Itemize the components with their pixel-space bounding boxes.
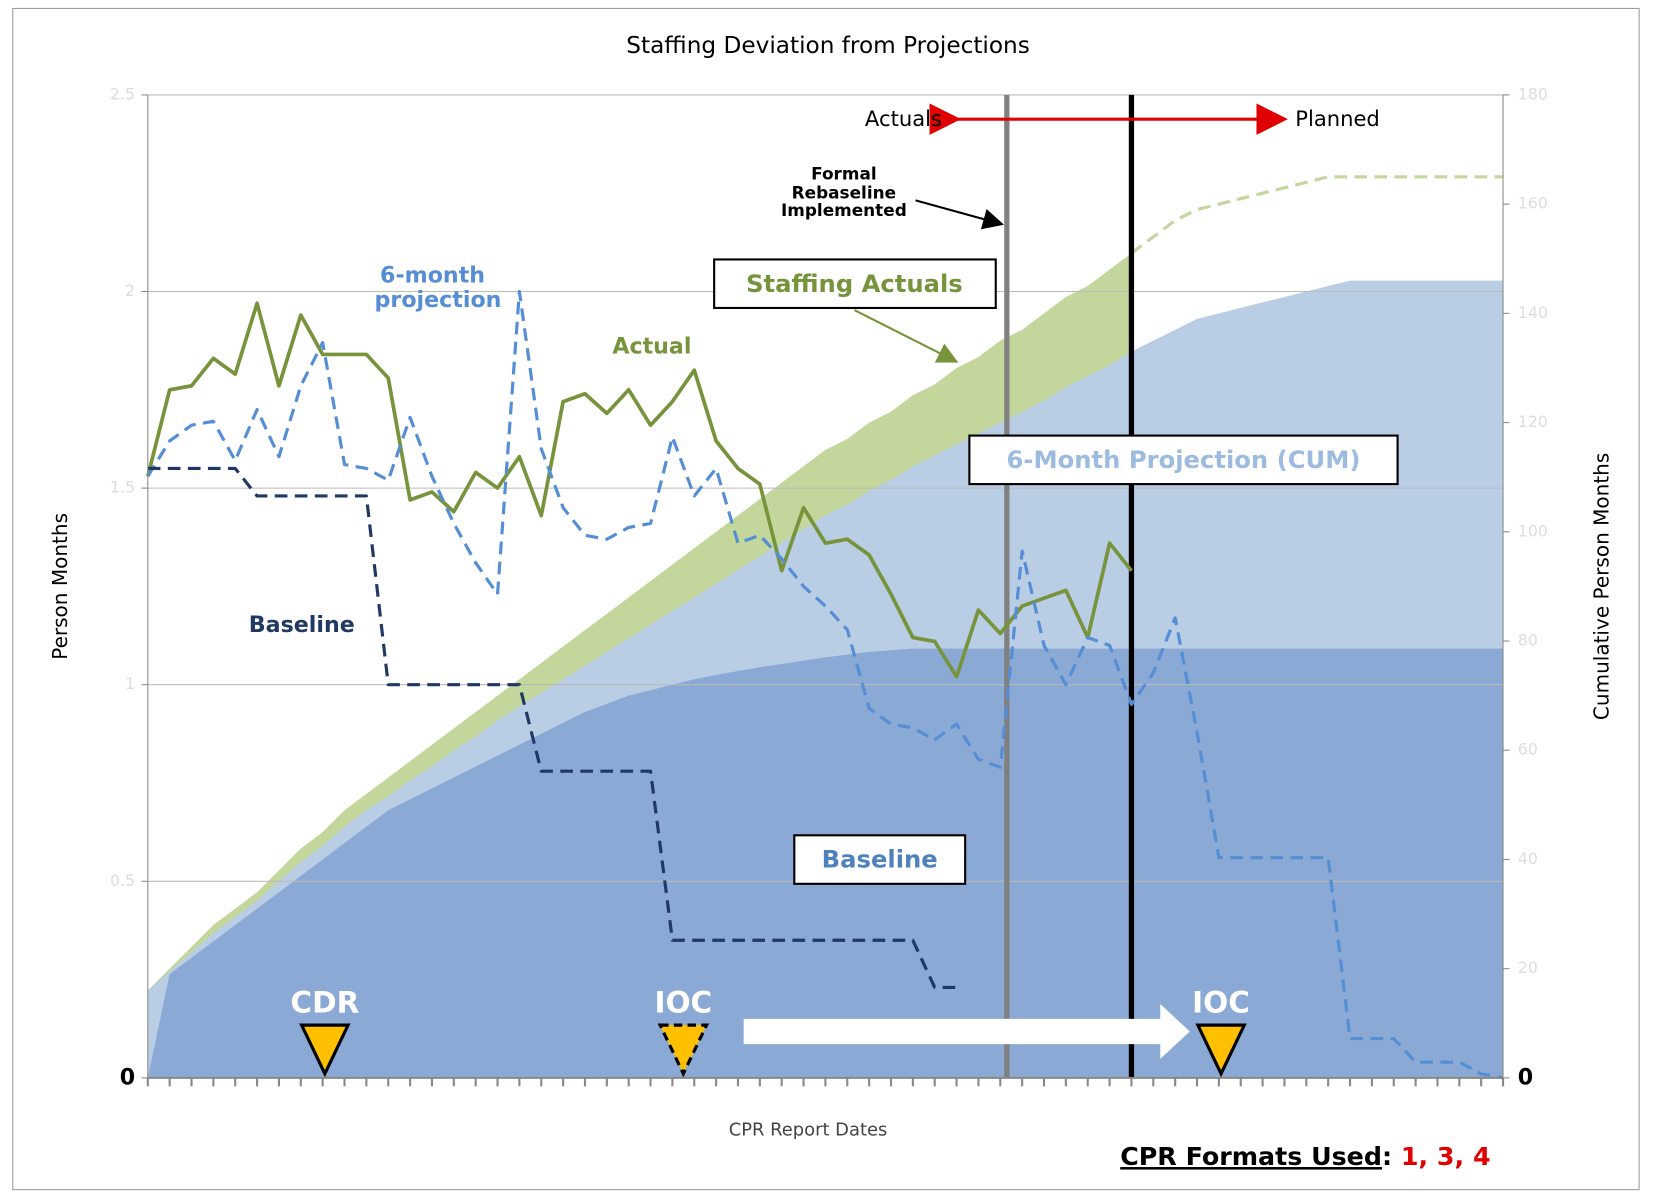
y-tick-label: 2: [125, 281, 135, 300]
y2-tick-label: 60: [1518, 740, 1538, 759]
series-label: Staffing Actuals: [746, 269, 963, 298]
series-label: 6-Month Projection (CUM): [1007, 445, 1361, 474]
actuals-label: Actuals: [865, 106, 942, 131]
y2-tick-label: 100: [1518, 521, 1548, 540]
line: [147, 466, 957, 990]
label-box: [968, 434, 1399, 486]
footer: CPR Formats Used: 1, 3, 4: [1120, 1142, 1490, 1171]
y-tick-label: 1.5: [110, 478, 135, 497]
milestone-label: CDR: [290, 986, 359, 1020]
y-tick-label: 2.5: [110, 84, 135, 103]
rebaseline-fo: Formal Rebaseline Implemented: [780, 164, 907, 221]
series-label: Baseline: [249, 612, 355, 638]
footer-formats: 1, 3, 4: [1401, 1142, 1491, 1171]
footer-sep: :: [1382, 1142, 1392, 1171]
series-label: Baseline: [822, 845, 938, 874]
y-tick-label: 0.5: [110, 871, 135, 890]
y-tick-label: 1: [125, 674, 135, 693]
y-axis-label: Person Months: [48, 513, 72, 660]
planned-label: Planned: [1295, 106, 1380, 131]
y2-tick-label: 180: [1518, 84, 1548, 103]
y2-axis-label: Cumulative Person Months: [1590, 453, 1614, 720]
y2-tick-label: 80: [1518, 631, 1538, 650]
chart-title: Staffing Deviation from Projections: [626, 32, 1030, 59]
series-label: 6-month projection: [374, 263, 502, 313]
rebaseline-label: Formal Rebaseline Implemented: [780, 164, 907, 221]
y2-tick-label: 0: [1518, 1064, 1533, 1090]
y2-tick-label: 40: [1518, 849, 1538, 868]
y-tick-label: 0: [120, 1064, 135, 1090]
line: [146, 301, 1133, 679]
milestone-label: IOC: [654, 986, 712, 1020]
y2-tick-label: 120: [1518, 412, 1548, 431]
label-arrow: [853, 309, 959, 363]
label-box: [793, 834, 967, 885]
line: [1130, 175, 1504, 255]
schedule-slip-arrow: [743, 1004, 1190, 1059]
y2-tick-label: 20: [1518, 958, 1538, 977]
label-box: [713, 258, 997, 310]
x-axis-label: CPR Report Dates: [729, 1120, 888, 1141]
milestone: [1195, 1023, 1247, 1078]
milestone-label: IOC: [1192, 986, 1250, 1020]
milestone: [299, 1023, 351, 1078]
milestone: [657, 1023, 710, 1078]
proj-fo: 6-month projection: [374, 263, 502, 313]
series-label: Actual: [612, 333, 691, 359]
footer-label: CPR Formats Used: [1120, 1142, 1382, 1171]
rebaseline-arrow: [915, 199, 1005, 230]
line: [146, 289, 1504, 1080]
y2-tick-label: 160: [1518, 194, 1548, 213]
annotations: Actuals Planned Formal Rebaseline Implem…: [249, 103, 1491, 1171]
y2-tick-label: 140: [1518, 303, 1548, 322]
